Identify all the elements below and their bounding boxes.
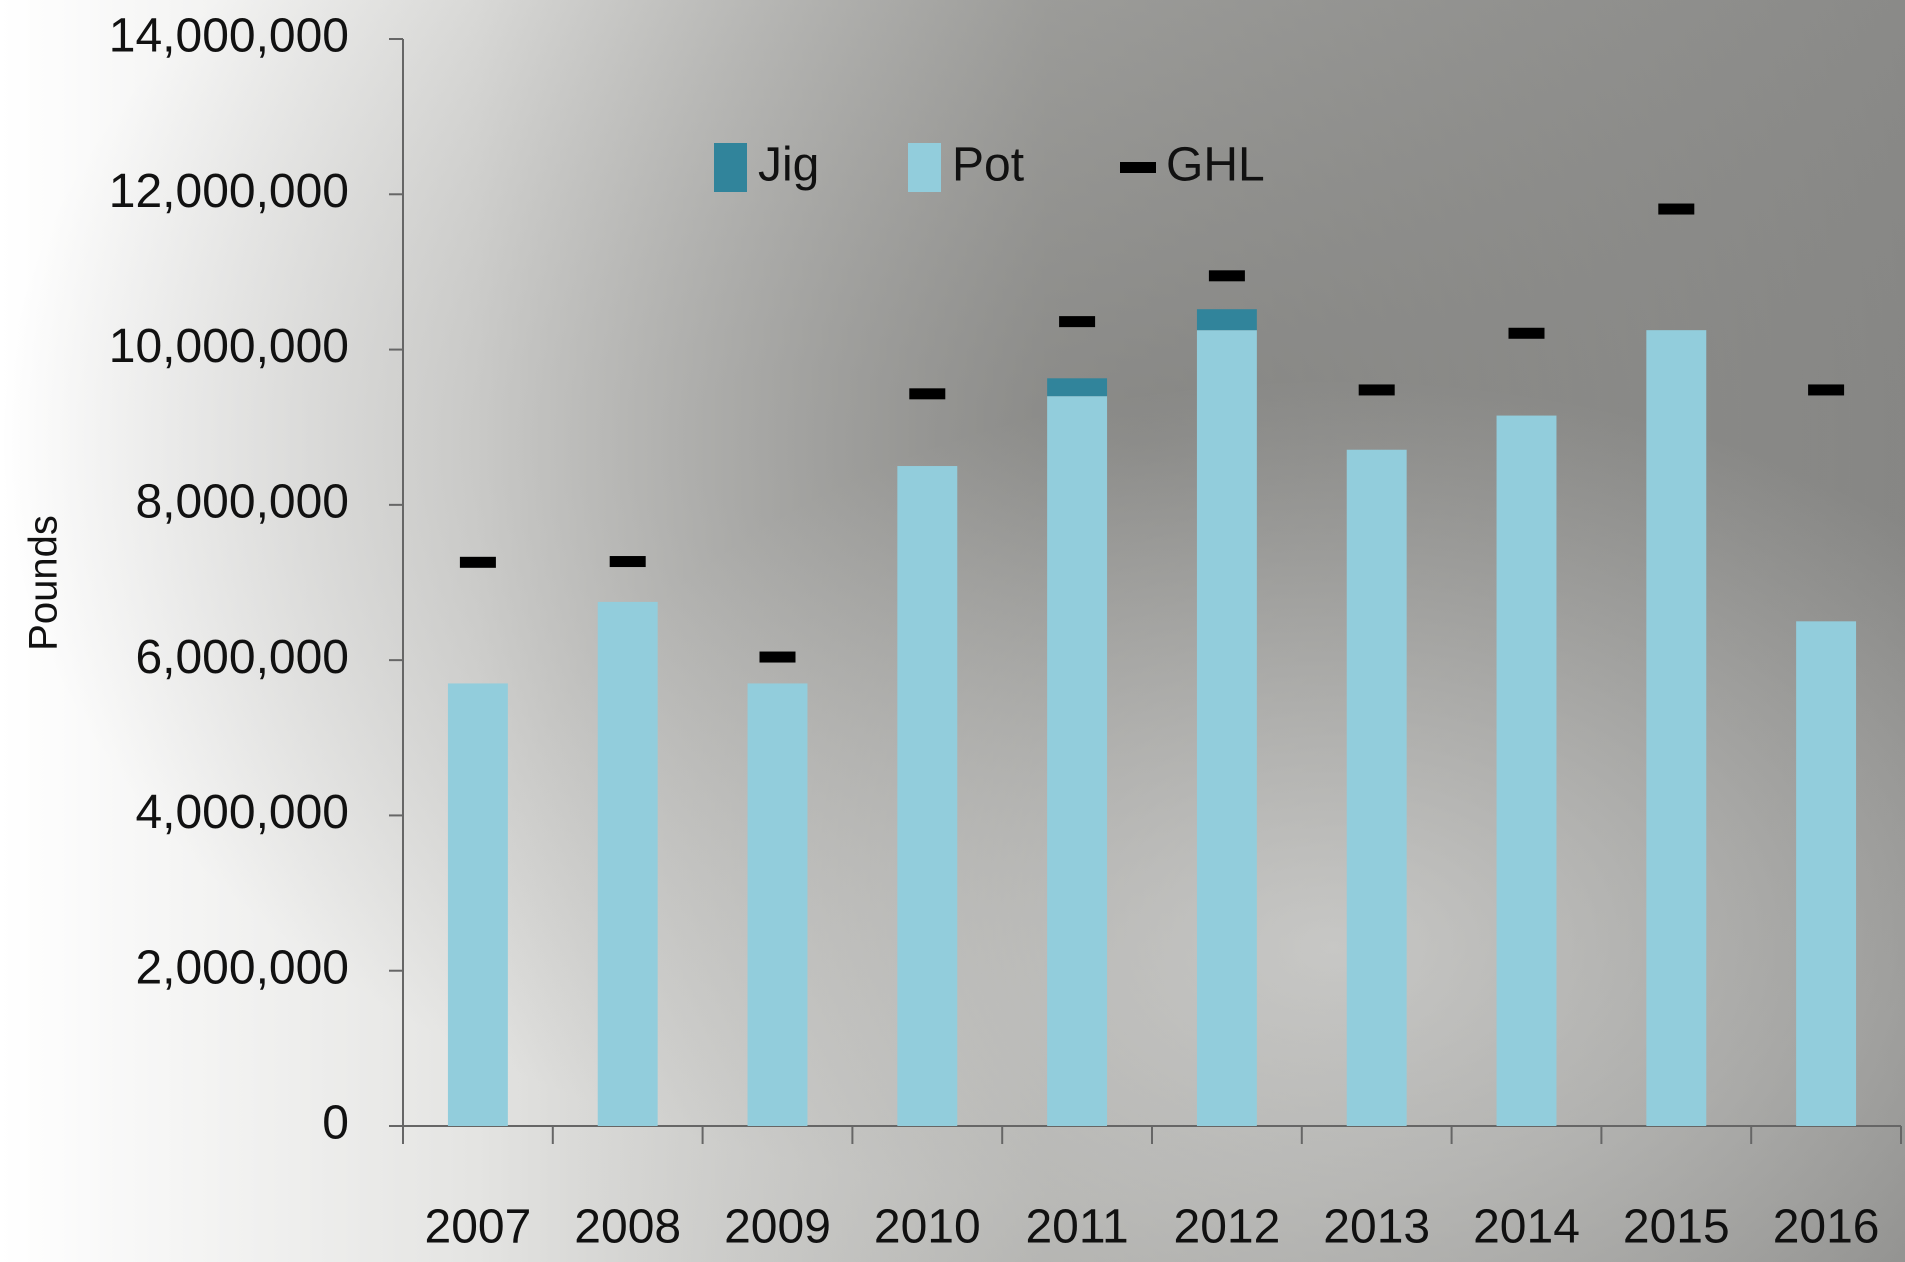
x-tick-label: 2014 (1473, 1201, 1580, 1254)
x-tick-label: 2013 (1323, 1201, 1430, 1254)
x-tick-label: 2012 (1174, 1201, 1281, 1254)
x-tick-label: 2008 (574, 1201, 681, 1254)
y-tick-label: 12,000,000 (109, 165, 349, 218)
x-tick-label: 2007 (425, 1201, 532, 1254)
y-tick-label: 4,000,000 (135, 786, 349, 839)
ghl-marker (1508, 327, 1545, 339)
bar-segment (1796, 621, 1857, 1126)
legend-label: Jig (758, 139, 819, 192)
ghl-marker (1208, 270, 1245, 282)
x-tick-label: 2011 (1025, 1201, 1128, 1254)
bar-segment (1496, 415, 1557, 1126)
x-tick-label: 2010 (874, 1201, 981, 1254)
ghl-marker (1059, 316, 1096, 328)
bar-segment (1646, 330, 1707, 1126)
bar-segment (597, 601, 658, 1126)
legend-marker (1120, 162, 1156, 173)
bar-segment (897, 466, 958, 1126)
legend-swatch (908, 143, 941, 192)
bar-segment (447, 683, 508, 1126)
y-tick-label: 8,000,000 (135, 476, 349, 529)
x-tick-label: 2009 (724, 1201, 831, 1254)
ghl-marker (1808, 384, 1845, 396)
ghl-marker (609, 556, 646, 568)
bar-segment (1346, 449, 1407, 1126)
bar-segment (1196, 309, 1257, 331)
bar-segment (1047, 396, 1108, 1127)
bar-segment (747, 683, 808, 1126)
ghl-marker (1358, 384, 1395, 396)
ghl-marker (459, 556, 496, 568)
ghl-marker (909, 388, 946, 400)
y-tick-label: 2,000,000 (135, 941, 349, 994)
ghl-marker (759, 651, 796, 663)
y-tick-label: 14,000,000 (109, 10, 349, 63)
bar-segment (1196, 330, 1257, 1126)
y-tick-label: 0 (322, 1097, 349, 1150)
legend-label: Pot (952, 139, 1024, 192)
bar-segment (1047, 378, 1108, 397)
x-tick-label: 2015 (1623, 1201, 1730, 1254)
legend-swatch (714, 143, 747, 192)
x-tick-label: 2016 (1773, 1201, 1880, 1254)
y-tick-label: 6,000,000 (135, 631, 349, 684)
ghl-marker (1658, 203, 1695, 215)
y-tick-label: 10,000,000 (109, 320, 349, 373)
y-axis-label: Pounds (22, 515, 66, 651)
legend-label: GHL (1166, 139, 1265, 192)
